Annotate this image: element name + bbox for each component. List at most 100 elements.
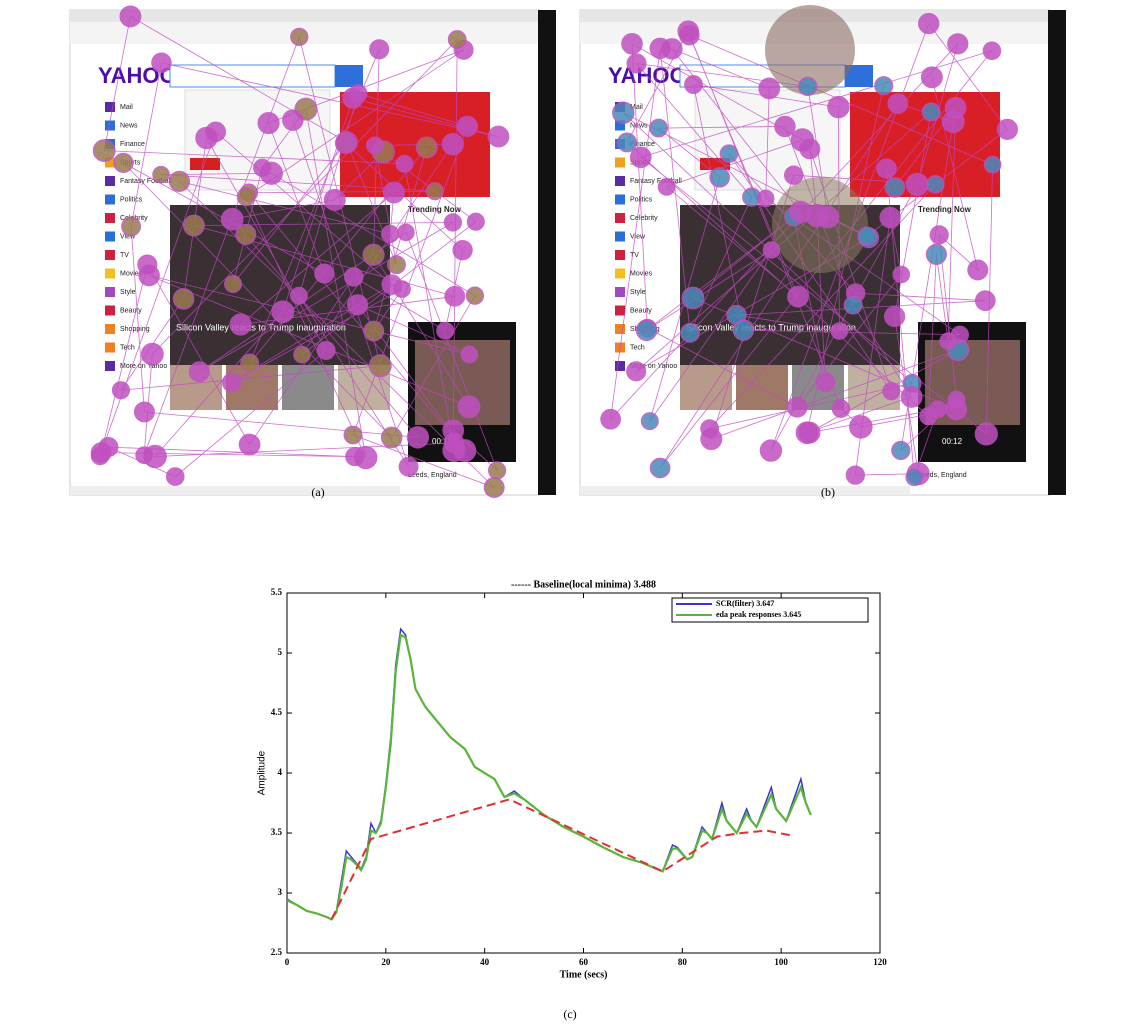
gaze-fixation bbox=[398, 224, 414, 240]
gaze-fixation bbox=[384, 182, 404, 202]
gaze-fixation bbox=[831, 323, 847, 339]
screenshot: YAHOO!MailNewsFinanceSportsFantasy Footb… bbox=[580, 5, 1066, 495]
y-tick-label: 3.5 bbox=[271, 827, 283, 837]
menu-icon bbox=[615, 232, 625, 242]
gaze-fixation bbox=[336, 132, 357, 153]
gaze-fixation bbox=[461, 346, 477, 362]
menu-icon bbox=[105, 213, 115, 223]
gaze-fixation bbox=[720, 145, 737, 162]
gaze-fixation bbox=[324, 190, 345, 211]
menu-item: Movies bbox=[630, 270, 653, 277]
gaze-fixation bbox=[348, 295, 368, 315]
gaze-fixation bbox=[678, 21, 698, 41]
menu-item: Mail bbox=[120, 104, 133, 111]
gaze-fixation bbox=[272, 301, 293, 322]
gaze-fixation bbox=[627, 54, 646, 73]
gaze-fixation bbox=[394, 281, 410, 297]
gaze-fixation bbox=[975, 423, 997, 445]
gaze-fixation bbox=[225, 276, 241, 292]
menu-icon bbox=[615, 287, 625, 297]
x-tick-label: 120 bbox=[873, 957, 887, 967]
menu-item: Finance bbox=[120, 141, 145, 148]
gaze-fixation bbox=[618, 133, 636, 151]
menu-item: View bbox=[630, 233, 646, 240]
gaze-fixation bbox=[427, 183, 444, 200]
gaze-fixation bbox=[968, 260, 987, 279]
gaze-fixation bbox=[790, 201, 811, 222]
gaze-fixation bbox=[443, 420, 463, 440]
gaze-fixation bbox=[946, 399, 966, 419]
gaze-fixation bbox=[637, 320, 657, 340]
gaze-fixation bbox=[344, 426, 361, 443]
chart-title: ------ Baseline(local minima) 3.488 bbox=[511, 579, 656, 590]
menu-icon bbox=[615, 250, 625, 260]
gaze-fixation bbox=[291, 288, 307, 304]
menu-icon bbox=[105, 195, 115, 205]
y-tick-label: 2.5 bbox=[271, 947, 283, 957]
plot-frame bbox=[287, 593, 880, 953]
menu-icon bbox=[105, 306, 115, 316]
gaze-fixation bbox=[382, 427, 402, 447]
menu-icon bbox=[105, 176, 115, 186]
gaze-fixation bbox=[190, 362, 210, 382]
gaze-fixation bbox=[349, 85, 366, 102]
gaze-fixation bbox=[622, 34, 642, 54]
menu-item: Beauty bbox=[630, 307, 652, 314]
gaze-fixation bbox=[763, 242, 779, 258]
gaze-fixation bbox=[94, 140, 115, 161]
gaze-fixation bbox=[997, 119, 1017, 139]
gaze-fixation bbox=[453, 241, 472, 260]
gaze-fixation bbox=[291, 28, 308, 45]
gaze-fixation bbox=[883, 383, 900, 400]
gaze-fixation bbox=[317, 342, 334, 359]
menu-icon bbox=[105, 269, 115, 279]
gaze-fixation bbox=[258, 113, 279, 134]
gaze-fixation bbox=[650, 119, 667, 136]
gaze-fixation bbox=[948, 34, 968, 54]
gaze-fixation bbox=[136, 447, 152, 463]
gaze-fixation bbox=[442, 134, 463, 155]
menu-item: Beauty bbox=[120, 307, 142, 314]
gaze-fixation bbox=[254, 159, 271, 176]
menu-icon bbox=[615, 361, 625, 371]
gaze-fixation bbox=[976, 291, 995, 310]
page: YAHOO!MailNewsFinanceSportsFantasy Footb… bbox=[0, 0, 1140, 1033]
gaze-fixation bbox=[701, 429, 722, 450]
menu-icon bbox=[615, 306, 625, 316]
gaze-fixation bbox=[919, 14, 939, 34]
gaze-fixation bbox=[893, 266, 909, 282]
y-tick-label: 5.5 bbox=[271, 587, 283, 597]
x-tick-label: 40 bbox=[480, 957, 490, 967]
menu-icon bbox=[615, 158, 625, 168]
gaze-fixation bbox=[785, 166, 803, 184]
gaze-fixation bbox=[382, 226, 399, 243]
gaze-fixation bbox=[120, 6, 140, 26]
menu-item: News bbox=[630, 122, 648, 129]
gaze-fixation bbox=[294, 347, 310, 363]
menu-item: Celebrity bbox=[630, 215, 658, 222]
gaze-fixation bbox=[399, 458, 417, 476]
y-tick-label: 4 bbox=[278, 767, 283, 777]
gaze-fixation bbox=[484, 478, 503, 497]
gaze-fixation bbox=[877, 159, 896, 178]
gaze-fixation bbox=[799, 78, 817, 96]
gaze-fixation bbox=[196, 127, 217, 148]
gaze-fixation bbox=[222, 209, 243, 230]
menu-icon bbox=[615, 269, 625, 279]
gaze-fixation bbox=[796, 422, 817, 443]
gaze-fixation bbox=[833, 400, 850, 417]
gaze-fixation bbox=[758, 190, 774, 206]
status-bar bbox=[580, 486, 910, 495]
gaze-fixation bbox=[113, 382, 130, 399]
gaze-fixation bbox=[489, 462, 506, 479]
gaze-fixation bbox=[858, 227, 876, 245]
gaze-fixation bbox=[437, 322, 453, 338]
gaze-fixation bbox=[627, 362, 646, 381]
x-tick-label: 100 bbox=[774, 957, 788, 967]
gaze-fixation bbox=[153, 167, 169, 183]
gaze-fixation bbox=[407, 427, 428, 448]
gaze-fixation bbox=[458, 396, 479, 417]
menu-icon bbox=[105, 287, 115, 297]
menu-item: Politics bbox=[630, 196, 653, 203]
gaze-fixation bbox=[237, 188, 254, 205]
